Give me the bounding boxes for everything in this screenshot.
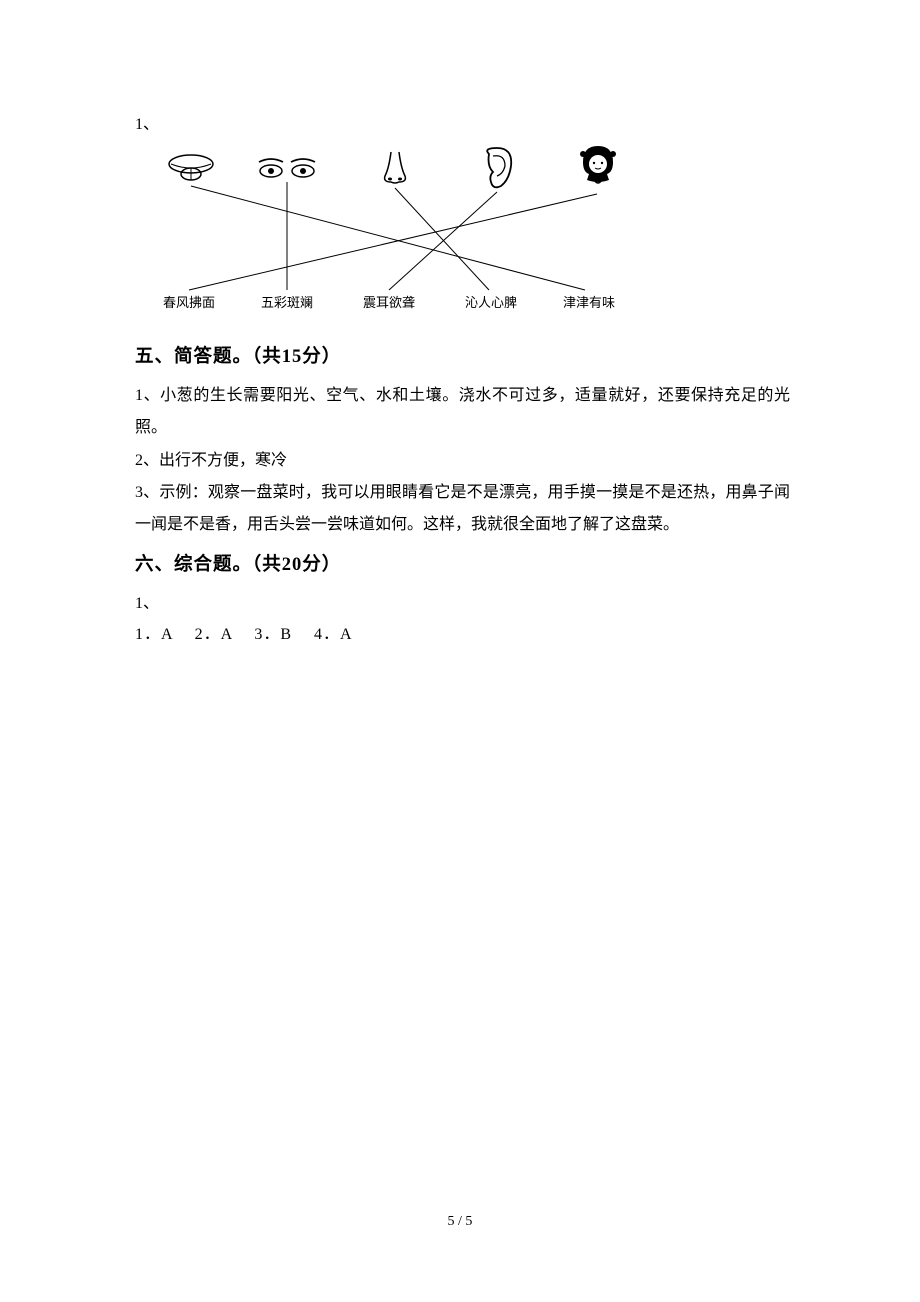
matching-diagram: 春风拂面 五彩斑斓 震耳欲聋 沁人心脾 津津有味 — [145, 142, 645, 312]
ear-icon — [479, 146, 517, 190]
section5-answer-2: 2、出行不方便，寒冷 — [135, 445, 790, 477]
section6-heading: 六、综合题。（共20分） — [135, 550, 790, 576]
section5-answer-3: 3、示例：观察一盘菜时，我可以用眼睛看它是不是漂亮，用手摸一摸是不是还热，用鼻子… — [135, 477, 790, 542]
girl-icon — [577, 144, 619, 192]
nose-icon — [377, 150, 413, 186]
section5-answer-1: 1、小葱的生长需要阳光、空气、水和土壤。浇水不可过多，适量就好，还要保持充足的光… — [135, 380, 790, 445]
label-3: 震耳欲聋 — [363, 292, 415, 311]
label-2: 五彩斑斓 — [261, 292, 313, 311]
label-row: 春风拂面 五彩斑斓 震耳欲聋 沁人心脾 津津有味 — [145, 292, 645, 312]
label-4: 沁人心脾 — [465, 292, 517, 311]
section6-q-number: 1、 — [135, 588, 790, 620]
section6-sub-answers: 1．A 2．A 3．B 4．A — [135, 620, 790, 650]
eyes-icon — [257, 158, 317, 180]
label-1: 春风拂面 — [163, 292, 215, 311]
section5-heading: 五、简答题。（共15分） — [135, 342, 790, 368]
label-5: 津津有味 — [563, 292, 615, 311]
page-footer: 5 / 5 — [0, 1214, 920, 1230]
mouth-icon — [167, 152, 215, 182]
q4-number: 1、 — [135, 110, 790, 134]
